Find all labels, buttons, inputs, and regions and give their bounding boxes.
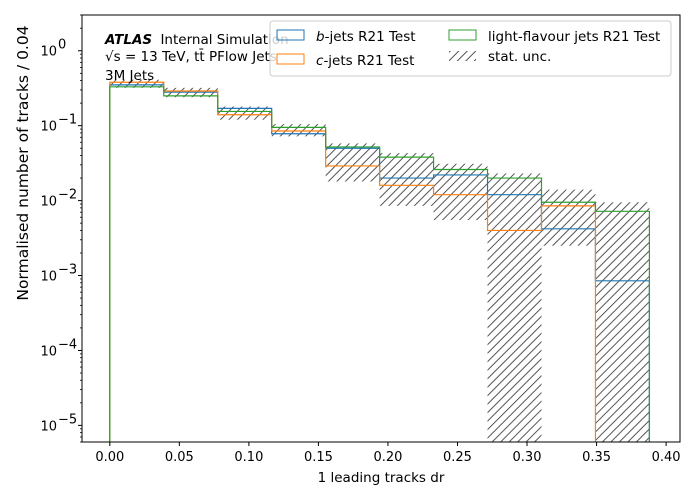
- y-tick-label: 10: [40, 195, 57, 210]
- stat-unc-band: [325, 143, 380, 182]
- x-tick-label: 0.05: [165, 450, 194, 465]
- stat-unc-band: [217, 106, 272, 120]
- y-tick-exponent: −4: [58, 337, 77, 352]
- y-tick-exponent: −2: [58, 188, 77, 203]
- y-tick-exponent: −5: [58, 412, 77, 427]
- stat-unc-band: [109, 79, 164, 88]
- legend-rest-b: -jets R21 Test: [325, 29, 416, 45]
- y-tick-exponent: −1: [58, 113, 77, 128]
- series-step-light-jets: [109, 86, 651, 442]
- y-tick-exponent: −3: [58, 263, 77, 278]
- legend-swatch-stat-unc: [449, 51, 476, 61]
- y-tick-label: 10: [40, 270, 57, 285]
- jets-count: 3M Jets: [105, 68, 154, 84]
- x-tick-label: 0.20: [373, 450, 402, 465]
- y-tick-label: 10: [40, 419, 57, 434]
- atlas-suffix: Internal Simulation: [160, 32, 288, 48]
- y-axis-label: Normalised number of tracks / 0.04: [14, 25, 32, 300]
- x-tick-label: 0.35: [582, 450, 611, 465]
- stat-unc-band: [595, 202, 650, 442]
- y-tick-exponent: 0: [58, 38, 66, 53]
- svg-text:ATLAS Internal Simulatio: ATLAS Internal Simulation: [104, 32, 289, 48]
- histogram-series: [109, 81, 651, 442]
- legend-prefix-c: c: [316, 53, 324, 69]
- series-step-b-jets: [109, 84, 651, 442]
- legend-box: [269, 20, 672, 77]
- y-tick-label: 10: [40, 120, 57, 135]
- stat-unc-band: [379, 153, 434, 206]
- svg-text:√s = 13 TeV, tt̄ PFlow: √s = 13 TeV, tt̄ PFlow Jets: [105, 48, 277, 65]
- y-tick-label: 10: [40, 45, 57, 60]
- stat-unc-band: [487, 173, 542, 442]
- legend: b-jets R21 Test c-jets R21 Test light-fl…: [269, 20, 672, 77]
- legend-swatch-c-jets: [276, 53, 305, 65]
- legend-label-b-jets: b-jets R21 Test: [316, 29, 416, 45]
- x-tick-label: 0.40: [652, 450, 681, 465]
- x-axis-ticks: 0.00 0.05 0.10 0.15 0.20 0.25 0.30 0.35 0.40: [95, 442, 681, 465]
- y-tick-label: 10: [40, 344, 57, 359]
- legend-swatch-light-jets: [448, 29, 477, 41]
- stat-unc-band: [271, 124, 326, 137]
- legend-label-c-jets: c-jets R21 Test: [316, 53, 414, 69]
- atlas-label: ATLAS: [104, 32, 152, 48]
- stat-unc-band: [541, 189, 596, 246]
- atlas-annotation: ATLAS Internal Simulation √s = 13 TeV, t…: [104, 32, 289, 84]
- stat-unc-band: [433, 163, 488, 221]
- x-tick-label: 0.10: [234, 450, 263, 465]
- x-tick-label: 0.00: [95, 450, 124, 465]
- legend-swatch-b-jets: [276, 29, 305, 41]
- x-tick-label: 0.25: [443, 450, 472, 465]
- series-step-c-jets: [109, 81, 597, 442]
- stat-uncertainty-bands: [109, 79, 650, 442]
- x-axis-label: 1 leading tracks dr: [318, 470, 445, 486]
- x-tick-label: 0.30: [513, 450, 542, 465]
- energy-sample: = 13 TeV, tt̄ PFlow Jets: [125, 48, 277, 65]
- x-tick-label: 0.15: [304, 450, 333, 465]
- legend-label-light-jets: light-flavour jets R21 Test: [488, 29, 660, 45]
- plot-frame: [81, 14, 681, 443]
- sqrt-s: √s: [105, 49, 121, 65]
- legend-rest-c: -jets R21 Test: [323, 53, 414, 69]
- legend-prefix-b: b: [316, 29, 325, 45]
- legend-label-stat-unc: stat. unc.: [488, 49, 551, 65]
